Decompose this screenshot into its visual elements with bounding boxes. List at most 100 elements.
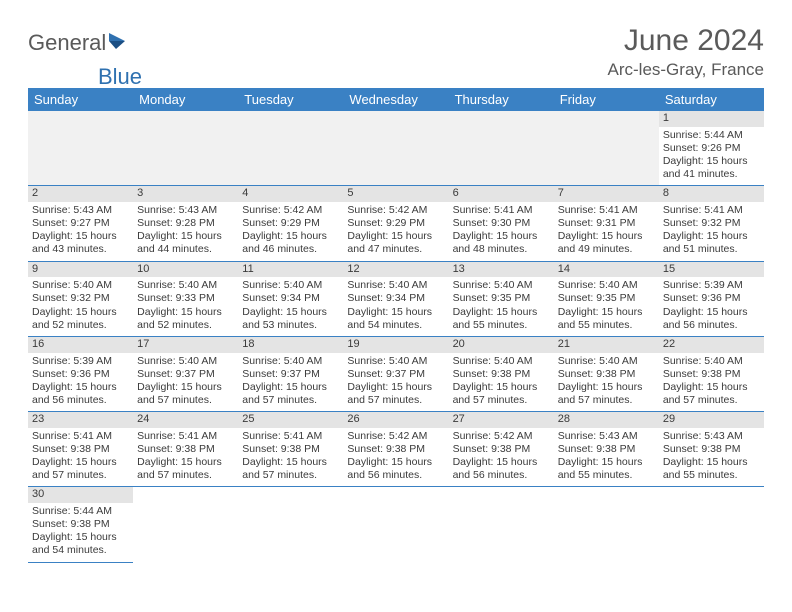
cell-day1: Daylight: 15 hours	[453, 230, 550, 243]
cell-day2: and 55 minutes.	[558, 469, 655, 482]
cell-sunrise: Sunrise: 5:40 AM	[453, 355, 550, 368]
cell-sunset: Sunset: 9:38 PM	[558, 368, 655, 381]
cell-sunrise: Sunrise: 5:41 AM	[663, 204, 760, 217]
cell-day2: and 47 minutes.	[347, 243, 444, 256]
calendar-cell: 15Sunrise: 5:39 AMSunset: 9:36 PMDayligh…	[659, 261, 764, 336]
day-number: 28	[554, 412, 659, 428]
cell-day1: Daylight: 15 hours	[347, 456, 444, 469]
cell-sunset: Sunset: 9:38 PM	[242, 443, 339, 456]
cell-sunrise: Sunrise: 5:42 AM	[347, 430, 444, 443]
calendar-cell	[28, 111, 133, 186]
calendar-cell: 26Sunrise: 5:42 AMSunset: 9:38 PMDayligh…	[343, 412, 448, 487]
day-number: 29	[659, 412, 764, 428]
cell-day2: and 44 minutes.	[137, 243, 234, 256]
cell-sunset: Sunset: 9:26 PM	[663, 142, 760, 155]
cell-sunset: Sunset: 9:36 PM	[32, 368, 129, 381]
logo: General	[28, 24, 130, 56]
cell-day1: Daylight: 15 hours	[558, 456, 655, 469]
cell-day1: Daylight: 15 hours	[663, 381, 760, 394]
calendar-cell: 16Sunrise: 5:39 AMSunset: 9:36 PMDayligh…	[28, 336, 133, 411]
cell-day2: and 56 minutes.	[453, 469, 550, 482]
cell-sunrise: Sunrise: 5:40 AM	[32, 279, 129, 292]
flag-icon	[108, 32, 130, 55]
calendar-week-row: 16Sunrise: 5:39 AMSunset: 9:36 PMDayligh…	[28, 336, 764, 411]
cell-day1: Daylight: 15 hours	[137, 381, 234, 394]
calendar-cell: 18Sunrise: 5:40 AMSunset: 9:37 PMDayligh…	[238, 336, 343, 411]
cell-sunset: Sunset: 9:32 PM	[663, 217, 760, 230]
cell-sunset: Sunset: 9:33 PM	[137, 292, 234, 305]
cell-day2: and 57 minutes.	[32, 469, 129, 482]
cell-day1: Daylight: 15 hours	[558, 381, 655, 394]
day-number: 20	[449, 337, 554, 353]
cell-day1: Daylight: 15 hours	[32, 531, 129, 544]
cell-sunset: Sunset: 9:31 PM	[558, 217, 655, 230]
weekday-header: Monday	[133, 88, 238, 111]
cell-sunrise: Sunrise: 5:43 AM	[663, 430, 760, 443]
day-number: 14	[554, 262, 659, 278]
day-number: 9	[28, 262, 133, 278]
calendar-cell: 22Sunrise: 5:40 AMSunset: 9:38 PMDayligh…	[659, 336, 764, 411]
calendar-cell: 29Sunrise: 5:43 AMSunset: 9:38 PMDayligh…	[659, 412, 764, 487]
calendar-cell: 10Sunrise: 5:40 AMSunset: 9:33 PMDayligh…	[133, 261, 238, 336]
cell-sunset: Sunset: 9:37 PM	[242, 368, 339, 381]
cell-sunrise: Sunrise: 5:40 AM	[242, 355, 339, 368]
day-number: 5	[343, 186, 448, 202]
day-number: 6	[449, 186, 554, 202]
day-number: 26	[343, 412, 448, 428]
calendar-week-row: 2Sunrise: 5:43 AMSunset: 9:27 PMDaylight…	[28, 186, 764, 261]
cell-day1: Daylight: 15 hours	[347, 381, 444, 394]
cell-day1: Daylight: 15 hours	[242, 456, 339, 469]
cell-sunrise: Sunrise: 5:44 AM	[663, 129, 760, 142]
calendar-table: Sunday Monday Tuesday Wednesday Thursday…	[28, 88, 764, 563]
day-number: 8	[659, 186, 764, 202]
cell-day2: and 57 minutes.	[347, 394, 444, 407]
day-number: 22	[659, 337, 764, 353]
cell-sunset: Sunset: 9:34 PM	[242, 292, 339, 305]
cell-sunset: Sunset: 9:36 PM	[663, 292, 760, 305]
weekday-header-row: Sunday Monday Tuesday Wednesday Thursday…	[28, 88, 764, 111]
month-title: June 2024	[608, 24, 765, 58]
cell-day1: Daylight: 15 hours	[453, 381, 550, 394]
cell-sunset: Sunset: 9:38 PM	[453, 443, 550, 456]
calendar-cell: 19Sunrise: 5:40 AMSunset: 9:37 PMDayligh…	[343, 336, 448, 411]
day-number: 10	[133, 262, 238, 278]
cell-sunrise: Sunrise: 5:40 AM	[347, 355, 444, 368]
calendar-cell: 25Sunrise: 5:41 AMSunset: 9:38 PMDayligh…	[238, 412, 343, 487]
calendar-cell: 6Sunrise: 5:41 AMSunset: 9:30 PMDaylight…	[449, 186, 554, 261]
cell-day1: Daylight: 15 hours	[32, 230, 129, 243]
cell-sunset: Sunset: 9:38 PM	[32, 443, 129, 456]
cell-day1: Daylight: 15 hours	[663, 155, 760, 168]
cell-day1: Daylight: 15 hours	[32, 456, 129, 469]
day-number: 21	[554, 337, 659, 353]
logo-text-general: General	[28, 30, 106, 56]
cell-day1: Daylight: 15 hours	[242, 230, 339, 243]
cell-day2: and 46 minutes.	[242, 243, 339, 256]
weekday-header: Friday	[554, 88, 659, 111]
day-number: 12	[343, 262, 448, 278]
calendar-cell: 8Sunrise: 5:41 AMSunset: 9:32 PMDaylight…	[659, 186, 764, 261]
calendar-cell: 17Sunrise: 5:40 AMSunset: 9:37 PMDayligh…	[133, 336, 238, 411]
day-number: 11	[238, 262, 343, 278]
calendar-cell: 20Sunrise: 5:40 AMSunset: 9:38 PMDayligh…	[449, 336, 554, 411]
cell-sunrise: Sunrise: 5:41 AM	[32, 430, 129, 443]
cell-sunset: Sunset: 9:29 PM	[347, 217, 444, 230]
cell-day2: and 57 minutes.	[663, 394, 760, 407]
calendar-cell: 30Sunrise: 5:44 AMSunset: 9:38 PMDayligh…	[28, 487, 133, 562]
day-number: 30	[28, 487, 133, 503]
cell-day2: and 52 minutes.	[32, 319, 129, 332]
cell-day2: and 56 minutes.	[663, 319, 760, 332]
cell-day1: Daylight: 15 hours	[347, 306, 444, 319]
cell-day1: Daylight: 15 hours	[558, 230, 655, 243]
calendar-cell: 1Sunrise: 5:44 AMSunset: 9:26 PMDaylight…	[659, 111, 764, 186]
calendar-cell	[449, 487, 554, 562]
cell-sunrise: Sunrise: 5:40 AM	[137, 279, 234, 292]
cell-sunset: Sunset: 9:29 PM	[242, 217, 339, 230]
cell-sunrise: Sunrise: 5:40 AM	[663, 355, 760, 368]
cell-day1: Daylight: 15 hours	[558, 306, 655, 319]
calendar-cell: 14Sunrise: 5:40 AMSunset: 9:35 PMDayligh…	[554, 261, 659, 336]
cell-day1: Daylight: 15 hours	[242, 381, 339, 394]
day-number: 15	[659, 262, 764, 278]
cell-day1: Daylight: 15 hours	[137, 306, 234, 319]
cell-day1: Daylight: 15 hours	[663, 456, 760, 469]
cell-sunrise: Sunrise: 5:40 AM	[347, 279, 444, 292]
